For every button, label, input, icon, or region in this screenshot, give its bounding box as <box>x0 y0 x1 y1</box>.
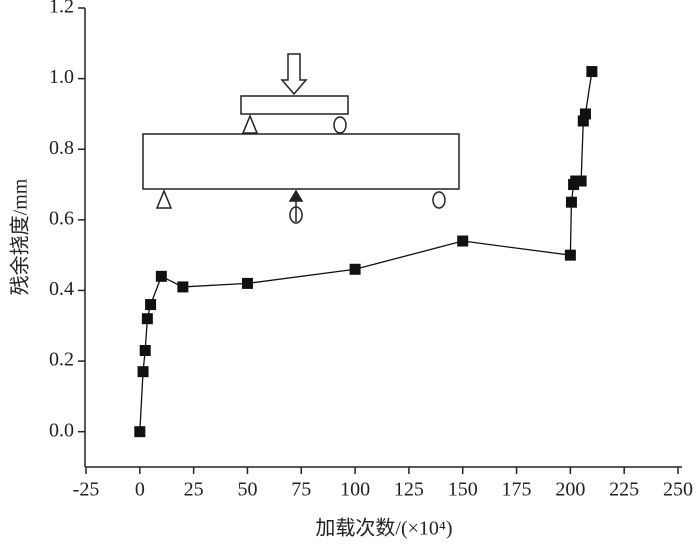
marker <box>579 108 591 120</box>
y-tick-label: 0.2 <box>49 349 74 371</box>
beam-diagram <box>142 53 460 224</box>
load-arrow <box>280 53 308 96</box>
marker <box>565 196 577 208</box>
support <box>333 116 347 134</box>
x-tick-label: 0 <box>135 479 145 501</box>
marker <box>139 344 151 356</box>
x-tick-label: 50 <box>237 479 257 501</box>
y-tick-label: 0.6 <box>49 207 74 229</box>
load-beam <box>240 95 349 115</box>
x-tick-label: 250 <box>663 479 693 501</box>
marker <box>457 235 469 247</box>
y-tick-label: 0.0 <box>49 419 74 441</box>
support <box>432 191 446 209</box>
gauge-arrow <box>288 189 304 222</box>
x-tick-label: 100 <box>340 479 370 501</box>
marker <box>349 263 361 275</box>
x-tick-label: 125 <box>394 479 424 501</box>
y-tick-label: 1.0 <box>49 66 74 88</box>
x-tick-label: 225 <box>609 479 639 501</box>
y-tick-label: 0.8 <box>49 137 74 159</box>
main-beam <box>142 133 460 190</box>
x-tick-label: 175 <box>502 479 532 501</box>
x-tick-label: 200 <box>555 479 585 501</box>
marker <box>586 66 598 78</box>
support <box>241 114 259 134</box>
y-tick-label: 0.4 <box>49 278 74 300</box>
marker <box>134 426 146 438</box>
x-tick-label: 75 <box>291 479 311 501</box>
y-axis-label: 残余挠度/mm <box>9 178 32 295</box>
x-tick-label: 150 <box>448 479 478 501</box>
x-tick-label: -25 <box>73 479 100 501</box>
x-tick-label: 25 <box>184 479 204 501</box>
marker <box>564 249 576 261</box>
y-tick-label: 1.2 <box>49 0 74 18</box>
support <box>155 189 173 209</box>
marker <box>141 313 153 325</box>
marker <box>241 277 253 289</box>
marker <box>575 175 587 187</box>
line <box>139 71 593 432</box>
marker <box>155 270 167 282</box>
marker <box>145 299 157 311</box>
marker <box>177 281 189 293</box>
x-axis-label: 加载次数/(×10⁴) <box>315 517 452 540</box>
marker <box>137 366 149 378</box>
marker <box>577 115 589 127</box>
